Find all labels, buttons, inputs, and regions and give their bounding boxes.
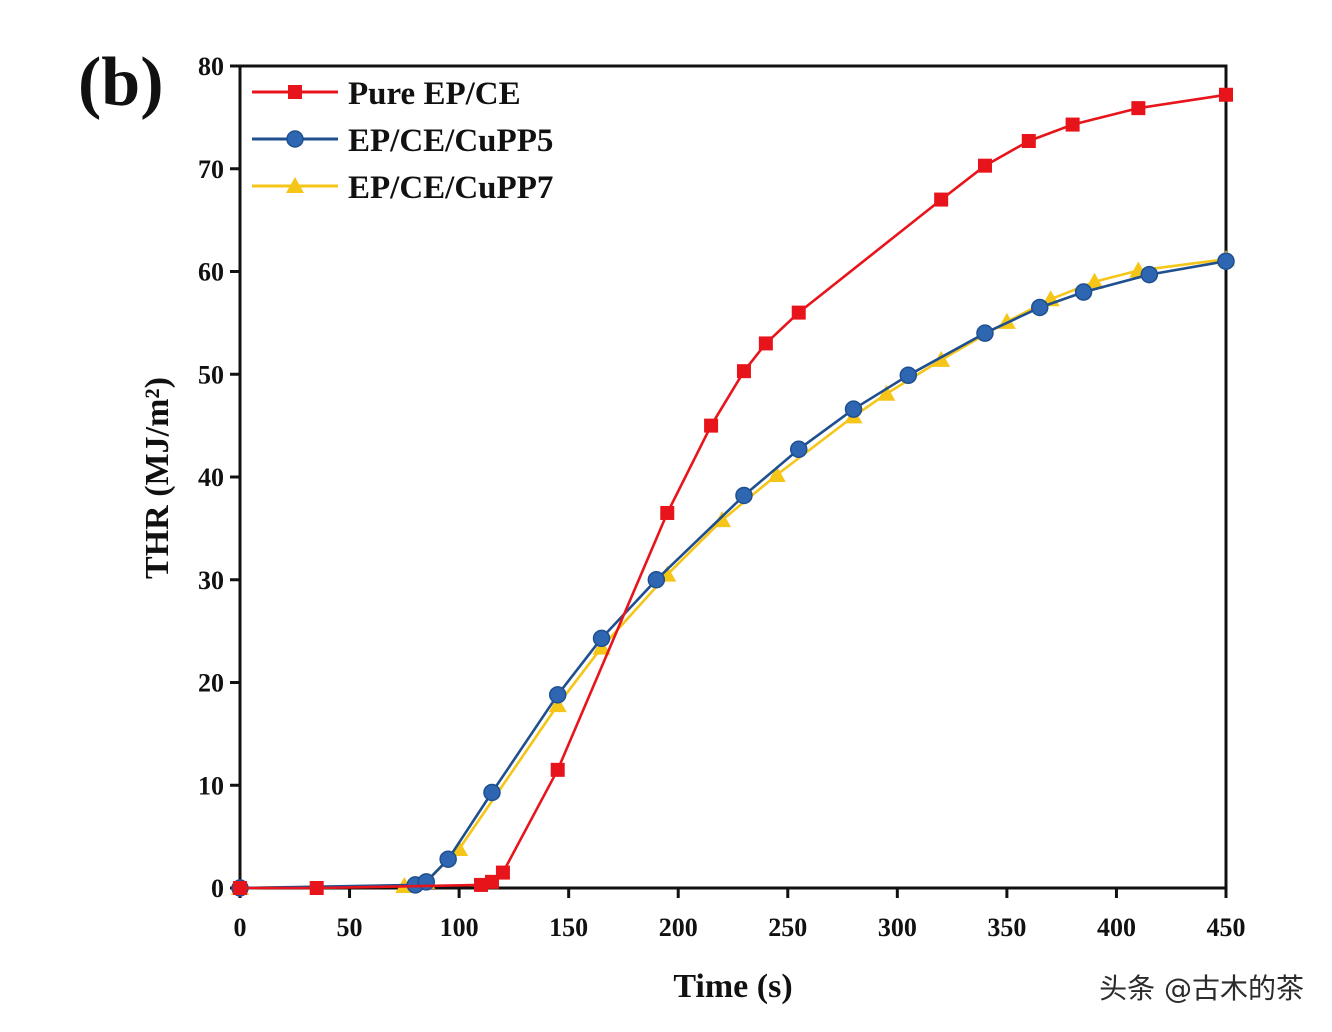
data-point	[1131, 101, 1146, 116]
x-axis-title: Time (s)	[673, 968, 792, 1005]
x-tick-label: 200	[659, 913, 698, 942]
x-tick-label: 400	[1097, 913, 1136, 942]
data-point	[417, 873, 435, 891]
series-line	[239, 259, 1227, 890]
data-point	[548, 696, 567, 713]
panel-label: (b)	[78, 44, 164, 121]
data-point	[548, 686, 567, 704]
legend-item: Pure EP/CE	[252, 76, 521, 112]
legend-item: EP/CE/CuPP7	[252, 170, 553, 206]
data-point	[660, 505, 675, 520]
axes: 0 50 100 150 200 250 300 350 400 450 0 10 20 30 40 50 60…	[198, 52, 1246, 942]
x-tick-label: 100	[440, 913, 479, 942]
data-point	[309, 881, 324, 895]
data-point	[1021, 134, 1036, 149]
series-layer	[231, 87, 1235, 897]
data-point	[1140, 265, 1159, 284]
x-tick-label: 350	[987, 913, 1026, 942]
data-point	[899, 366, 918, 385]
data-point	[647, 571, 666, 589]
y-tick-label: 0	[211, 874, 224, 903]
data-point	[977, 158, 992, 173]
y-tick-label: 10	[198, 771, 224, 800]
data-point	[1217, 252, 1235, 270]
data-point	[474, 877, 489, 892]
data-point	[1085, 272, 1104, 289]
legend-marker	[288, 85, 302, 99]
data-point	[736, 364, 751, 379]
y-tick-label: 30	[198, 566, 224, 595]
data-point	[767, 465, 786, 482]
series-1	[233, 87, 1233, 895]
data-point	[932, 350, 951, 367]
series-3	[231, 250, 1235, 895]
data-point	[934, 192, 949, 207]
legend-marker	[286, 177, 304, 193]
data-point	[233, 881, 247, 895]
y-axis-title: THR (MJ/m²)	[139, 377, 176, 579]
legend-label: Pure EP/CE	[348, 76, 521, 112]
data-point	[844, 400, 863, 418]
data-point	[483, 783, 501, 802]
data-point	[976, 324, 994, 342]
data-point	[495, 865, 510, 880]
data-point	[789, 440, 808, 459]
x-tick-label: 300	[878, 913, 917, 942]
x-tick-label: 150	[549, 913, 588, 942]
legend-marker	[286, 130, 304, 148]
x-tick-label: 250	[768, 913, 807, 942]
data-point	[735, 486, 753, 505]
data-point	[484, 874, 499, 889]
data-point	[791, 305, 806, 320]
legend-label: EP/CE/CuPP7	[348, 170, 553, 206]
data-point	[550, 762, 565, 777]
legend-label: EP/CE/CuPP5	[348, 123, 553, 159]
data-point	[877, 384, 896, 401]
y-tick-label: 40	[198, 463, 224, 492]
data-point	[1219, 87, 1233, 102]
data-point	[758, 336, 773, 351]
data-point	[592, 629, 611, 648]
series-line	[239, 257, 1227, 890]
y-tick-label: 80	[198, 52, 224, 81]
legend: Pure EP/CE EP/CE/CuPP5 EP/CE/CuPP7	[252, 76, 553, 206]
data-point	[450, 839, 469, 856]
series-2	[231, 252, 1235, 897]
x-tick-label: 50	[337, 913, 363, 942]
data-point	[1031, 298, 1049, 317]
data-point	[439, 850, 457, 868]
y-tick-label: 50	[198, 360, 224, 389]
legend-item: EP/CE/CuPP5	[252, 123, 553, 159]
y-tick-label: 70	[198, 155, 224, 184]
series-line	[240, 93, 1227, 890]
x-tick-label: 450	[1207, 913, 1246, 942]
data-point	[704, 418, 719, 433]
y-tick-label: 20	[198, 669, 224, 698]
x-tick-label: 0	[234, 913, 247, 942]
data-point	[713, 511, 732, 528]
data-point	[1065, 117, 1080, 132]
data-point	[1074, 283, 1093, 301]
watermark-text: 头条 @古木的茶	[1099, 972, 1304, 1005]
y-tick-label: 60	[198, 258, 224, 287]
